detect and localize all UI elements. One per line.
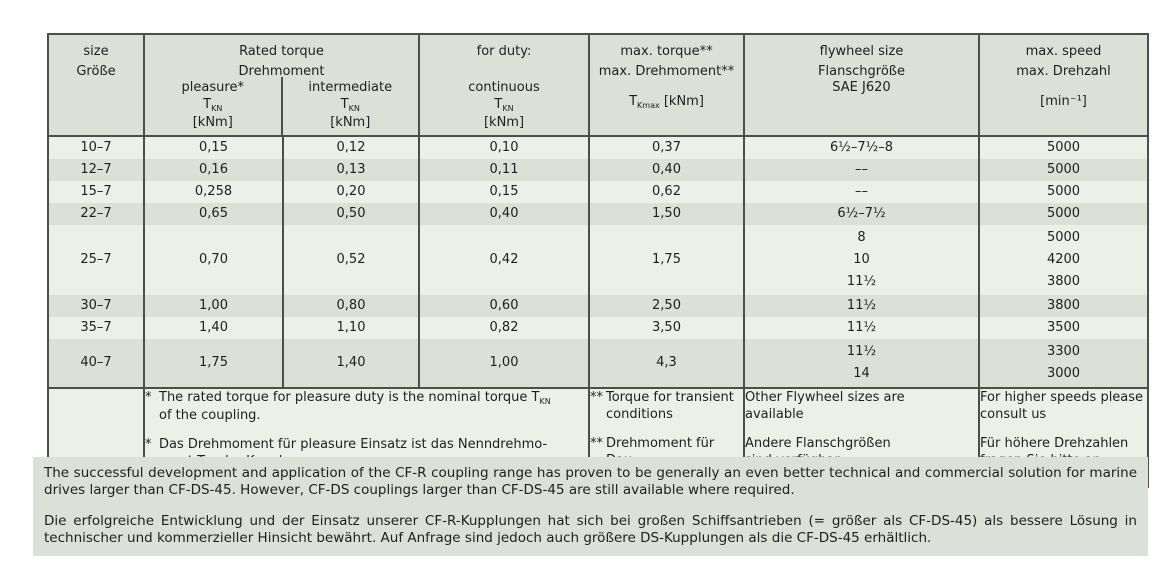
- table-header: size Größe Rated torque Drehmoment: [48, 34, 1148, 137]
- cell-continuous: 0,15: [418, 181, 589, 203]
- header-sub-intermediate: intermediate TKN [kNm]: [280, 77, 419, 135]
- cell-size: 15–7: [48, 181, 144, 203]
- header-rated-en: Rated torque: [239, 44, 324, 59]
- note-paragraph-en: The successful development and applicati…: [44, 465, 1137, 498]
- cell-max-torque: 0,62: [588, 181, 744, 203]
- cell-continuous: 0,10: [418, 136, 589, 159]
- header-speed-unit: [min⁻¹]: [1040, 94, 1087, 109]
- header-max-torque: max. torque** max. Drehmoment** TKmax [k…: [588, 34, 744, 137]
- cell-flywheel: ––: [743, 181, 979, 203]
- cell-speed: 5000: [978, 203, 1148, 225]
- table-row: 35–7 1,40 1,10 0,82 3,50 11½ 3500: [48, 317, 1148, 339]
- cell-flywheel: 6½–7½–8: [743, 136, 979, 159]
- header-rated-torque: Rated torque Drehmoment pleasure* TKN [k…: [143, 34, 419, 137]
- cell-size: 22–7: [48, 203, 144, 225]
- cell-speed: 5000: [978, 136, 1148, 159]
- table-row: 10–7 0,15 0,12 0,10 0,37 6½–7½–8 5000: [48, 136, 1148, 159]
- cell-flywheel: 6½–7½: [743, 203, 979, 225]
- cell-flywheel: 11½: [743, 317, 979, 339]
- cell-size: 35–7: [48, 317, 144, 339]
- header-size: size Größe: [48, 34, 144, 137]
- cell-pleasure: 0,16: [143, 159, 283, 181]
- table-row: 12–7 0,16 0,13 0,11 0,40 –– 5000: [48, 159, 1148, 181]
- cell-intermediate: 0,20: [282, 181, 419, 203]
- symbol-tkmax: TKmax [kNm]: [629, 94, 704, 110]
- cell-pleasure: 0,258: [143, 181, 283, 203]
- cell-intermediate: 0,50: [282, 203, 419, 225]
- cell-size: 25–7: [48, 225, 144, 295]
- table-row: 40–7 1,75 1,40 1,00 4,3 11½ 14 3300 3000: [48, 339, 1148, 388]
- footnote-item: * The rated torque for pleasure duty is …: [145, 390, 551, 423]
- header-size-de: Größe: [76, 64, 116, 79]
- cell-pleasure: 1,00: [143, 295, 283, 317]
- cell-continuous: 0,11: [418, 159, 589, 181]
- cell-continuous: 0,40: [418, 203, 589, 225]
- cell-size: 12–7: [48, 159, 144, 181]
- cell-intermediate: 0,13: [282, 159, 419, 181]
- cell-size: 30–7: [48, 295, 144, 317]
- cell-intermediate: 1,40: [282, 339, 419, 388]
- cell-continuous: 0,60: [418, 295, 589, 317]
- notes-band: The successful development and applicati…: [33, 457, 1148, 556]
- coupling-spec-table: size Größe Rated torque Drehmoment: [47, 33, 1149, 488]
- note-paragraph-de: Die erfolgreiche Entwicklung und der Ein…: [44, 513, 1137, 546]
- header-sub-continuous: continuous TKN [kNm]: [420, 77, 588, 135]
- cell-flywheel: 11½: [743, 295, 979, 317]
- cell-speed: 5000: [978, 181, 1148, 203]
- symbol-tkn: TKN: [494, 97, 514, 113]
- cell-speed: 3300 3000: [978, 339, 1148, 388]
- header-flywheel: flywheel size Flanschgröße SAE J620: [743, 34, 979, 137]
- symbol-tkn: TKN: [340, 97, 360, 113]
- cell-max-torque: 0,40: [588, 159, 744, 181]
- cell-speed: 3800: [978, 295, 1148, 317]
- cell-flywheel: 11½ 14: [743, 339, 979, 388]
- cell-max-torque: 4,3: [588, 339, 744, 388]
- symbol-tkn: TKN: [203, 97, 223, 113]
- cell-flywheel: 8 10 11½: [743, 225, 979, 295]
- table-row: 22–7 0,65 0,50 0,40 1,50 6½–7½ 5000: [48, 203, 1148, 225]
- cell-intermediate: 1,10: [282, 317, 419, 339]
- cell-max-torque: 0,37: [588, 136, 744, 159]
- table-row: 30–7 1,00 0,80 0,60 2,50 11½ 3800: [48, 295, 1148, 317]
- header-sub-pleasure: pleasure* TKN [kNm]: [145, 77, 281, 135]
- header-max-speed: max. speed max. Drehzahl [min⁻¹]: [978, 34, 1148, 137]
- cell-pleasure: 0,70: [143, 225, 283, 295]
- cell-flywheel: ––: [743, 159, 979, 181]
- cell-intermediate: 0,80: [282, 295, 419, 317]
- cell-pleasure: 1,75: [143, 339, 283, 388]
- cell-pleasure: 0,15: [143, 136, 283, 159]
- cell-size: 10–7: [48, 136, 144, 159]
- cell-max-torque: 1,75: [588, 225, 744, 295]
- footnote-item: ** Torque for transient conditions: [590, 390, 734, 422]
- cell-size: 40–7: [48, 339, 144, 388]
- header-rated-de: Drehmoment: [238, 64, 325, 79]
- header-sae-standard: SAE J620: [832, 80, 891, 95]
- cell-max-torque: 3,50: [588, 317, 744, 339]
- cell-intermediate: 0,52: [282, 225, 419, 295]
- footnote-item: Other Flywheel sizes are available: [745, 390, 905, 422]
- cell-continuous: 0,82: [418, 317, 589, 339]
- cell-speed: 3500: [978, 317, 1148, 339]
- table-row: 15–7 0,258 0,20 0,15 0,62 –– 5000: [48, 181, 1148, 203]
- cell-max-torque: 1,50: [588, 203, 744, 225]
- cell-continuous: 1,00: [418, 339, 589, 388]
- cell-max-torque: 2,50: [588, 295, 744, 317]
- cell-intermediate: 0,12: [282, 136, 419, 159]
- table-row: 25–7 0,70 0,52 0,42 1,75 8 10 11½ 5000 4…: [48, 225, 1148, 295]
- cell-speed: 5000 4200 3800: [978, 225, 1148, 295]
- cell-continuous: 0,42: [418, 225, 589, 295]
- table-body: 10–7 0,15 0,12 0,10 0,37 6½–7½–8 5000 12…: [48, 136, 1148, 388]
- header-size-en: size: [83, 44, 109, 59]
- header-duty: for duty: continuous TKN [kNm]: [418, 34, 589, 137]
- cell-pleasure: 0,65: [143, 203, 283, 225]
- cell-speed: 5000: [978, 159, 1148, 181]
- footnote-item: For higher speeds please consult us: [980, 390, 1144, 422]
- cell-pleasure: 1,40: [143, 317, 283, 339]
